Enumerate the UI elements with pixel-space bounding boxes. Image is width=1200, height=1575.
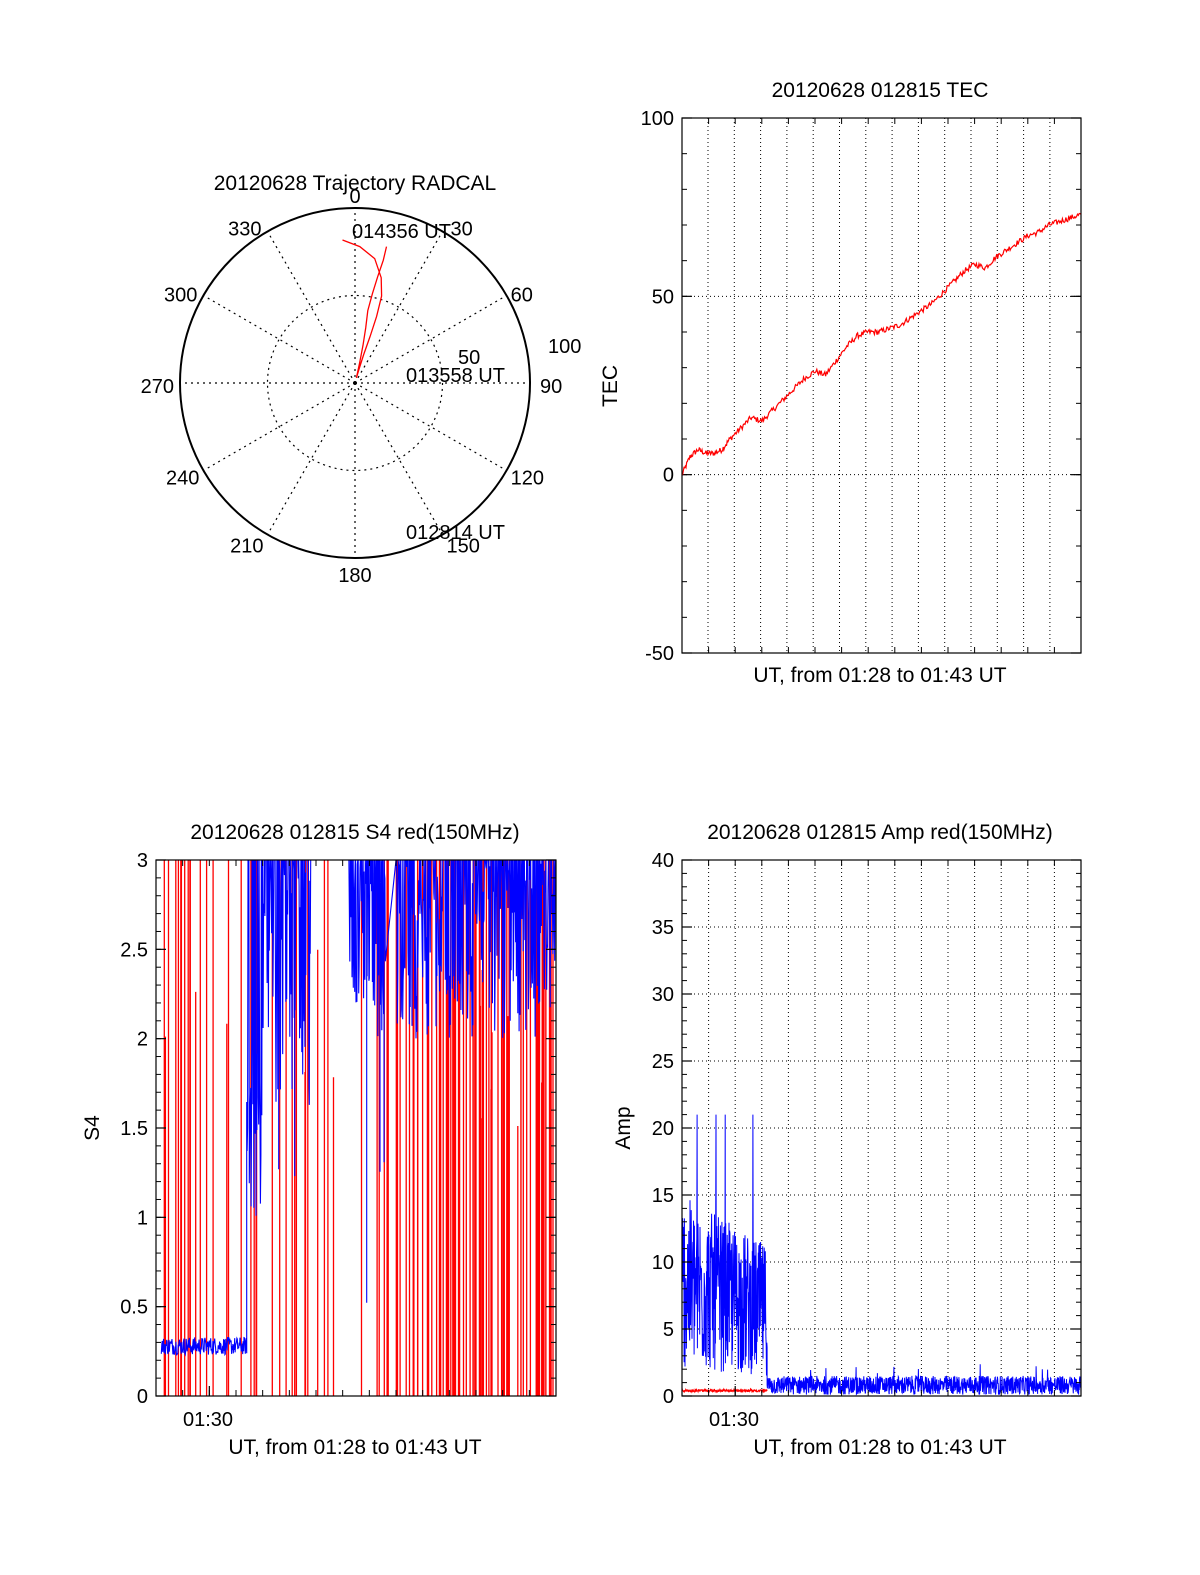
trajectory-annotation-mid: 013558 UT [406, 365, 505, 387]
trajectory-plot: 20120628 Trajectory RADCAL 0 30 60 90 120 150… [141, 172, 582, 587]
amp-y-tick-labels: 40 35 30 25 20 15 10 5 0 [652, 850, 674, 1408]
s4-ytick-label-3: 1.5 [120, 1118, 148, 1140]
s4-blue-series [160, 859, 556, 1357]
polar-spoke-240 [203, 382, 356, 472]
tec-line [681, 212, 1082, 476]
s4-plot: 20120628 012815 S4 red(150MHz) 3 2.5 2 1.5 1… [81, 821, 557, 1459]
polar-spoke-30 [354, 231, 444, 384]
tec-ticks [682, 117, 1081, 654]
polar-spoke-120 [354, 382, 507, 472]
amp-ticks [682, 859, 1081, 1397]
s4-ytick-label-4: 1 [137, 1207, 148, 1229]
tec-ytick-label-3: -50 [645, 643, 674, 665]
tec-plot: 20120628 012815 TEC 100 50 0 -50 UT, from 0… [599, 79, 1082, 687]
polar-angle-label-0: 0 [349, 186, 360, 208]
amp-xtick-label: 01:30 [709, 1409, 759, 1431]
polar-spoke-330 [266, 231, 356, 384]
polar-angle-label-90: 90 [540, 376, 562, 398]
trajectory-series [342, 239, 388, 379]
amp-ytick-label-4: 20 [652, 1118, 674, 1140]
amp-xlabel: UT, from 01:28 to 01:43 UT [753, 1436, 1006, 1459]
amp-frame [681, 859, 1082, 1397]
tec-ytick-label-0: 100 [641, 108, 674, 130]
trajectory-annotation-end: 012814 UT [406, 522, 505, 544]
s4-y-tick-labels: 3 2.5 2 1.5 1 0.5 0 [120, 850, 148, 1408]
polar-spoke-300 [203, 294, 356, 384]
amp-ytick-label-3: 25 [652, 1051, 674, 1073]
amp-grid [682, 860, 1081, 1396]
polar-radius-label-50: 50 [458, 347, 480, 369]
s4-xlabel: UT, from 01:28 to 01:43 UT [228, 1436, 481, 1459]
tec-ytick-label-1: 50 [652, 286, 674, 308]
polar-angle-label-120: 120 [511, 468, 544, 490]
s4-xtick-label: 01:30 [183, 1409, 233, 1431]
tec-title: 20120628 012815 TEC [772, 79, 989, 102]
amp-title: 20120628 012815 Amp red(150MHz) [707, 821, 1053, 844]
polar-angle-label-270: 270 [141, 376, 174, 398]
polar-radius-label-100: 100 [548, 336, 581, 358]
amp-ylabel: Amp [612, 1106, 635, 1149]
amp-plot: 20120628 012815 Amp red(150MHz) 40 35 30 25… [612, 821, 1082, 1459]
polar-angle-label-240: 240 [166, 468, 199, 490]
s4-ytick-label-2: 2 [137, 1029, 148, 1051]
s4-ytick-label-0: 3 [137, 850, 148, 872]
polar-grid [179, 207, 531, 559]
s4-ytick-label-5: 0.5 [120, 1297, 148, 1319]
amp-ytick-label-6: 10 [652, 1252, 674, 1274]
polar-angle-label-300: 300 [164, 285, 197, 307]
tec-series [681, 212, 1082, 476]
trajectory-title: 20120628 Trajectory RADCAL [214, 172, 497, 195]
polar-angle-label-30: 30 [451, 218, 473, 240]
s4-title: 20120628 012815 S4 red(150MHz) [190, 821, 519, 844]
trajectory-line-0 [342, 239, 388, 379]
polar-spoke-150 [354, 382, 444, 535]
polar-angle-label-60: 60 [511, 285, 533, 307]
polar-inner-circle [266, 294, 444, 472]
polar-spoke-60 [354, 294, 507, 384]
polar-angle-label-330: 330 [228, 218, 261, 240]
s4-blue-drops [278, 860, 385, 1303]
s4-series [160, 859, 556, 1396]
amp-ytick-label-0: 40 [652, 850, 674, 872]
amp-ytick-label-8: 0 [663, 1386, 674, 1408]
polar-angle-label-210: 210 [230, 536, 263, 558]
tec-xlabel: UT, from 01:28 to 01:43 UT [753, 664, 1006, 687]
tec-grid [682, 117, 1081, 654]
s4-ylabel: S4 [81, 1115, 104, 1141]
polar-spoke-210 [266, 382, 356, 535]
polar-angle-label-180: 180 [338, 565, 371, 587]
s4-frame [155, 859, 557, 1397]
polar-angle-label-150: 150 [447, 536, 480, 558]
tec-frame [681, 117, 1082, 654]
amp-series [681, 1114, 1082, 1396]
amp-line-0 [681, 1114, 1082, 1396]
amp-ytick-label-7: 5 [663, 1319, 674, 1341]
polar-angle-labels: 0 30 60 90 120 150 180 210 240 270 300 330 [141, 186, 563, 587]
amp-ytick-label-2: 30 [652, 984, 674, 1006]
amp-line-1 [681, 1387, 768, 1394]
s4-ytick-label-1: 2.5 [120, 939, 148, 961]
tec-ylabel: TEC [599, 365, 622, 407]
amp-ytick-label-5: 15 [652, 1185, 674, 1207]
amp-ytick-label-1: 35 [652, 917, 674, 939]
tec-y-tick-labels: 100 50 0 -50 [641, 108, 674, 665]
tec-ytick-label-2: 0 [663, 465, 674, 487]
trajectory-annotation-start: 014356 UT [352, 221, 451, 243]
s4-ytick-label-6: 0 [137, 1386, 148, 1408]
